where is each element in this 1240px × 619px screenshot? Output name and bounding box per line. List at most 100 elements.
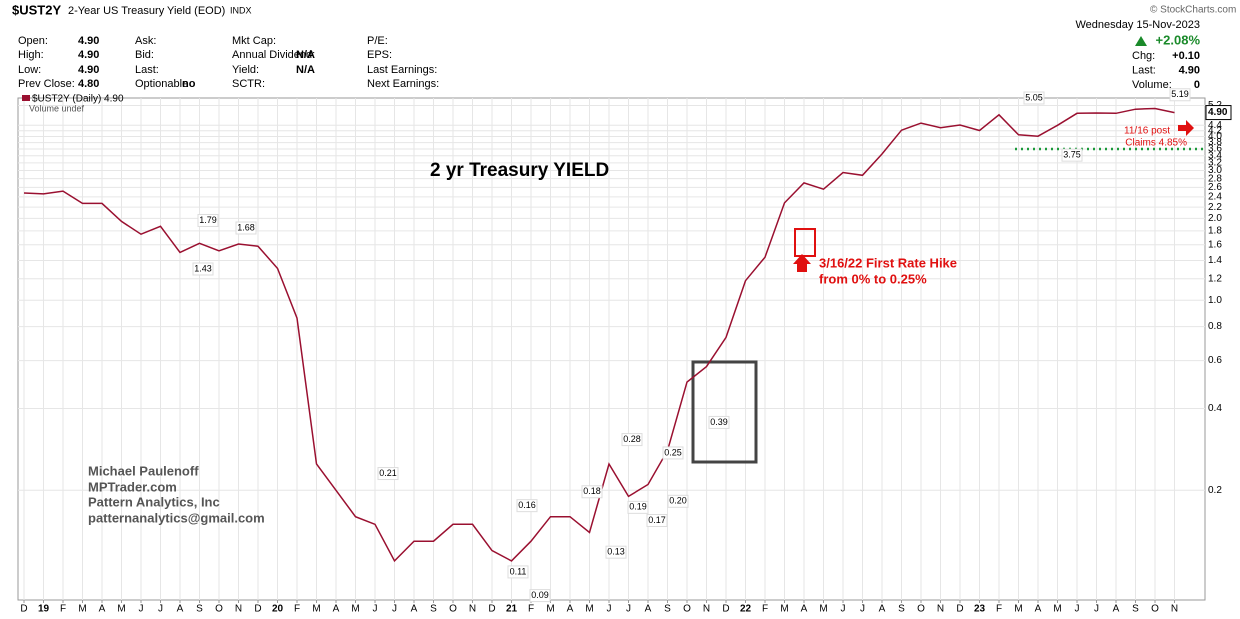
x-tick-label: J xyxy=(626,604,631,615)
x-tick-label: D xyxy=(488,604,495,615)
x-tick-label: N xyxy=(937,604,944,615)
point-label-box xyxy=(1169,88,1191,102)
point-label-box xyxy=(516,499,538,513)
x-tick-label: M xyxy=(117,604,125,615)
x-tick-label: S xyxy=(664,604,671,615)
x-tick-label: S xyxy=(898,604,905,615)
annotation: Claims 4.85% xyxy=(1125,138,1187,149)
right-arrow xyxy=(1178,120,1194,136)
author-note: Michael Paulenoff xyxy=(88,463,199,478)
x-tick-label: S xyxy=(196,604,203,615)
plot-frame xyxy=(17,97,1206,601)
point-label: 0.16 xyxy=(518,500,536,510)
volume-note: Volume undef xyxy=(29,103,85,113)
x-tick-label: J xyxy=(1094,604,1099,615)
field-value: 4.90 xyxy=(78,64,99,76)
point-label: 0.39 xyxy=(710,417,728,427)
x-tick-label: J xyxy=(860,604,865,615)
highlight-box xyxy=(691,360,758,464)
point-label: 0.18 xyxy=(583,486,601,496)
date: Wednesday 15-Nov-2023 xyxy=(1075,19,1200,31)
point-label: 0.28 xyxy=(623,434,641,444)
field-label: Low: xyxy=(18,64,41,76)
annotation: 3/16/22 First Rate Hike xyxy=(819,255,957,270)
point-label-box xyxy=(529,589,551,603)
y-tick-label: 4.2 xyxy=(1208,125,1222,136)
y-tick-label: 4.4 xyxy=(1208,120,1222,131)
y-tick-label: 0.4 xyxy=(1208,403,1222,414)
x-tick-label: M xyxy=(351,604,359,615)
x-tick-label: A xyxy=(411,604,418,615)
x-tick-label: M xyxy=(585,604,593,615)
field-label: P/E: xyxy=(367,35,388,47)
point-label-box xyxy=(1023,91,1045,105)
field-label: Next Earnings: xyxy=(367,78,439,90)
legend-swatch xyxy=(22,95,30,101)
point-label: 0.09 xyxy=(531,590,549,600)
exchange: INDX xyxy=(230,5,252,15)
last-price-box xyxy=(1205,105,1232,121)
author-note: Pattern Analytics, Inc xyxy=(88,494,220,509)
field-label: Yield: xyxy=(232,64,259,76)
legend: $UST2Y (Daily) 4.90 xyxy=(32,94,124,105)
x-tick-label: A xyxy=(567,604,574,615)
y-tick-label: 0.6 xyxy=(1208,355,1222,366)
y-tick-label: 3.0 xyxy=(1208,165,1222,176)
x-tick-label: F xyxy=(762,604,768,615)
up-arrow-icon xyxy=(1135,36,1147,46)
field-value: 4.90 xyxy=(78,49,99,61)
field-label: Last: xyxy=(135,64,159,76)
copyright: © StockCharts.com xyxy=(1150,5,1236,16)
point-label: 0.25 xyxy=(664,447,682,457)
x-tick-label: S xyxy=(1132,604,1139,615)
field-value: 4.90 xyxy=(78,35,99,47)
last-price-label: 4.90 xyxy=(1208,107,1228,118)
x-tick-label: M xyxy=(546,604,554,615)
point-label-box xyxy=(581,485,603,499)
point-label: 1.68 xyxy=(237,222,255,232)
x-tick-label: A xyxy=(1113,604,1120,615)
x-tick-label: F xyxy=(996,604,1002,615)
annotation: from 0% to 0.25% xyxy=(819,271,927,286)
point-label-box xyxy=(605,545,627,559)
point-label-box xyxy=(627,500,649,514)
point-label-box xyxy=(646,513,668,527)
x-tick-label: J xyxy=(158,604,163,615)
point-label-box xyxy=(1061,148,1083,162)
field-label: Open: xyxy=(18,35,48,47)
field-label: Annual Dividend: xyxy=(232,49,315,61)
field-label: Ask: xyxy=(135,35,156,47)
y-tick-label: 1.6 xyxy=(1208,239,1222,250)
y-tick-label: 3.2 xyxy=(1208,158,1222,169)
y-tick-label: 3.8 xyxy=(1208,137,1222,148)
x-tick-label: D xyxy=(722,604,729,615)
field-value: no xyxy=(182,78,196,90)
x-tick-label: O xyxy=(683,604,691,615)
point-label: 0.19 xyxy=(629,502,647,512)
x-tick-label: A xyxy=(99,604,106,615)
y-tick-label: 3.4 xyxy=(1208,150,1222,161)
x-tick-label: A xyxy=(801,604,808,615)
x-tick-label: J xyxy=(139,604,144,615)
security-name: 2-Year US Treasury Yield (EOD) xyxy=(68,5,225,17)
point-label: 3.75 xyxy=(1063,150,1081,160)
field-label: Volume: xyxy=(1132,79,1172,91)
grid xyxy=(18,98,1205,600)
field-label: Mkt Cap: xyxy=(232,35,276,47)
point-label-box xyxy=(708,415,730,429)
rate-hike-box xyxy=(794,228,816,257)
point-label-box xyxy=(662,446,684,460)
point-label-box xyxy=(235,221,257,235)
x-tick-label: A xyxy=(645,604,652,615)
point-label: 0.17 xyxy=(648,515,666,525)
x-tick-label: 19 xyxy=(38,604,50,615)
point-label: 1.43 xyxy=(194,263,212,273)
field-label: Prev Close: xyxy=(18,78,75,90)
x-tick-label: O xyxy=(449,604,457,615)
field-value: 0 xyxy=(1194,79,1200,91)
point-label-box xyxy=(507,565,529,579)
y-tick-label: 1.0 xyxy=(1208,295,1222,306)
symbol: $UST2Y xyxy=(12,2,61,17)
x-tick-label: J xyxy=(373,604,378,615)
